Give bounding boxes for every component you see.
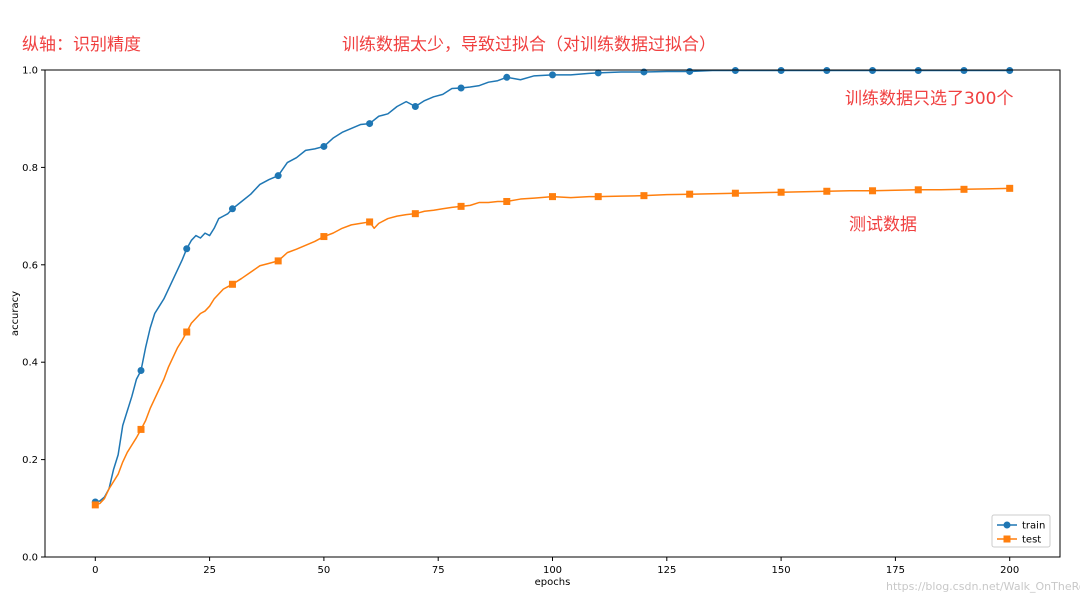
test-marker [366,218,374,226]
test-marker [503,197,511,205]
test-marker [137,425,145,433]
train-marker [183,245,191,253]
test-annotation: 测试数据 [849,215,917,235]
train-marker [137,366,145,374]
test-marker [183,328,191,336]
test-marker [274,257,282,265]
y-tick-label: 0.4 [22,358,38,369]
train-marker [640,68,648,76]
watermark: https://blog.csdn.net/Walk_OnTheRoad [886,580,1080,593]
y-tick-label: 0.0 [22,553,38,564]
test-marker [549,193,556,201]
legend-test-marker [1003,535,1011,543]
x-tick-label: 75 [432,565,445,576]
y-tick-label: 1.0 [22,66,38,77]
legend-train-label: train [1022,521,1045,532]
y-axis-annotation: 纵轴：识别精度 [22,35,141,55]
test-marker [594,193,602,201]
x-tick-label: 175 [886,565,905,576]
legend: train test [991,514,1051,548]
x-tick-label: 50 [318,565,331,576]
x-tick-label: 200 [1000,565,1019,576]
test-line [95,187,1010,506]
test-marker [686,190,694,198]
test-marker [228,280,236,288]
x-tick-label: 150 [772,565,791,576]
test-marker [1006,184,1014,192]
y-tick-label: 0.6 [22,260,38,271]
x-axis-label: epochs [535,577,571,588]
y-axis-label: accuracy [10,291,21,336]
plot-layer [91,66,1014,509]
train-marker [274,172,282,180]
plot-frame [44,69,1061,558]
x-tick-label: 25 [203,565,216,576]
test-marker [411,210,419,218]
axes-layer: 0 25 50 75 100 125 150 175 200 0.0 0.2 0.4 0.6 0.8 1.0 [22,66,1019,577]
test-marker [914,186,922,194]
train-marker [366,120,374,128]
test-marker [91,501,99,509]
test-marker [731,189,739,197]
test-marker [457,202,465,210]
title-annotation: 训练数据太少，导致过拟合（对训练数据过拟合） [342,35,716,55]
y-tick-label: 0.8 [22,163,38,174]
train-marker [549,71,556,79]
x-tick-label: 0 [92,565,98,576]
train-marker [228,205,236,213]
train-marker [686,67,694,75]
x-tick-label: 125 [657,565,676,576]
test-marker [823,187,831,195]
test-marker [869,187,877,195]
legend-train-marker [1003,521,1011,529]
train-marker [320,142,328,150]
train-marker [411,103,419,111]
test-marker [640,192,648,200]
train-marker [457,84,465,92]
test-marker [320,233,328,241]
y-tick-label: 0.2 [22,455,38,466]
test-marker [777,188,785,196]
legend-test-label: test [1022,535,1041,546]
x-tick-label: 100 [543,565,562,576]
train-marker [503,73,511,81]
train-marker [594,69,602,77]
test-marker [960,185,968,193]
train-annotation: 训练数据只选了300个 [845,89,1014,109]
